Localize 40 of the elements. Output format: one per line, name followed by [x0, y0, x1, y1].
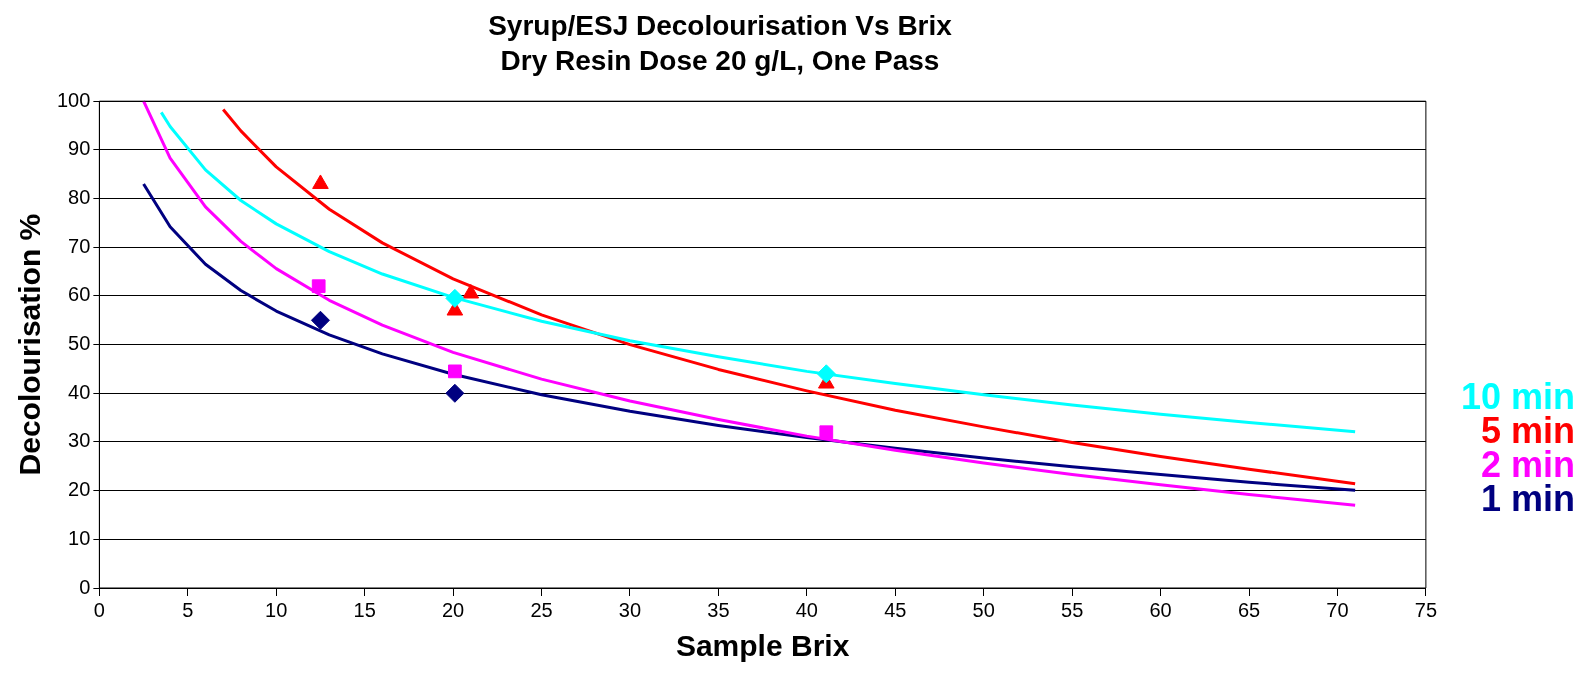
x-tick-label: 25 — [530, 598, 553, 621]
point — [462, 283, 480, 299]
y-tick-label: 70 — [68, 234, 91, 257]
x-tick-label: 70 — [1326, 598, 1349, 621]
chart-title: Syrup/ESJ Decolourisation Vs Brix — [488, 9, 953, 41]
x-tick-label: 65 — [1237, 598, 1261, 621]
y-tick-label: 80 — [68, 186, 91, 209]
x-tick-label: 45 — [884, 598, 907, 621]
point — [445, 288, 465, 308]
y-tick-label: 100 — [56, 88, 91, 111]
y-tick-label: 10 — [68, 526, 91, 549]
x-tick-label: 60 — [1149, 598, 1172, 621]
x-tick-label: 10 — [265, 598, 288, 621]
x-tick-label: 30 — [618, 598, 642, 621]
x-tick-label: 20 — [441, 598, 465, 621]
y-tick-label: 40 — [68, 380, 91, 403]
x-tick-label: 55 — [1061, 598, 1084, 621]
y-tick-label: 50 — [68, 332, 91, 355]
x-tick-label: 75 — [1414, 598, 1437, 621]
x-tick-label: 0 — [93, 598, 105, 621]
y-tick-label: 20 — [68, 478, 91, 501]
x-tick-label: 50 — [972, 598, 995, 621]
point — [311, 279, 326, 294]
y-tick-label: 60 — [68, 283, 91, 306]
point — [310, 310, 330, 330]
y-axis-title: Decolourisation % — [13, 213, 47, 476]
point — [445, 383, 465, 403]
point — [312, 174, 329, 189]
x-tick-label: 35 — [707, 598, 730, 621]
y-tick-label: 90 — [68, 137, 91, 160]
x-tick-label: 5 — [182, 598, 194, 621]
x-axis-title: Sample Brix — [675, 629, 850, 663]
x-tick-label: 40 — [795, 598, 818, 621]
y-tick-label: 0 — [79, 575, 91, 598]
x-tick-label: 15 — [353, 598, 376, 621]
point — [448, 364, 462, 379]
chart-subtitle: Dry Resin Dose 20 g/L, One Pass — [500, 45, 940, 77]
point — [819, 425, 834, 440]
point — [816, 364, 836, 384]
y-tick-label: 30 — [68, 429, 91, 452]
